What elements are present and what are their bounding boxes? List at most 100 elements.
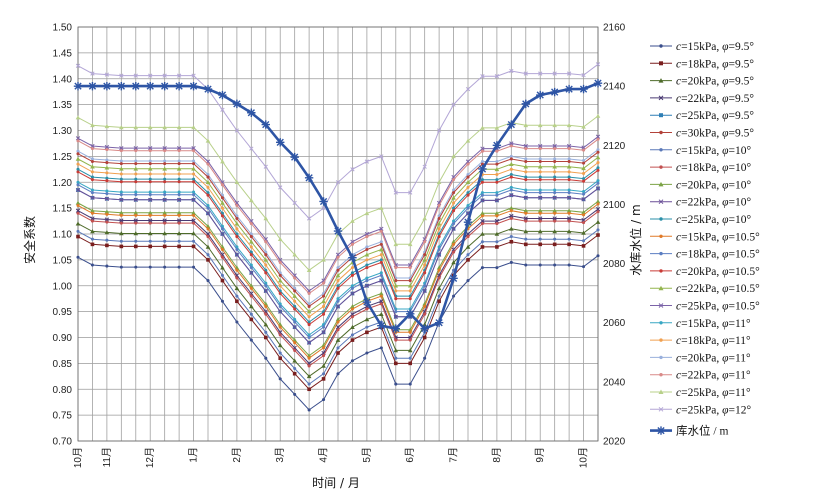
data-point	[422, 288, 427, 294]
data-point	[307, 302, 311, 306]
data-point	[658, 78, 664, 83]
legend-item: c=18kPa, φ=10°	[650, 162, 751, 174]
legend-label: c=22kPa, φ=11°	[676, 370, 751, 382]
data-point	[567, 242, 571, 247]
data-point	[90, 216, 95, 221]
series	[76, 168, 600, 327]
data-point	[658, 406, 664, 412]
data-point	[566, 216, 572, 221]
data-point	[480, 74, 485, 79]
data-point	[134, 162, 138, 166]
data-point	[119, 218, 124, 223]
data-point	[379, 154, 384, 159]
y-left-tick-label: 1.50	[53, 23, 73, 34]
data-point	[659, 44, 663, 48]
legend-label: c=25kPa, φ=10.5°	[676, 301, 760, 313]
data-point	[76, 211, 80, 215]
data-point	[379, 247, 384, 252]
data-point	[264, 253, 268, 257]
data-point	[220, 278, 225, 283]
legend-item: c=25kPa, φ=10°	[650, 214, 751, 226]
data-point	[466, 191, 470, 195]
data-point	[552, 242, 557, 247]
y-right-tick-label: 2080	[603, 259, 626, 270]
data-point	[191, 73, 196, 78]
data-point	[235, 204, 239, 208]
data-point	[364, 317, 370, 322]
data-point	[364, 283, 370, 288]
data-point	[192, 265, 196, 269]
data-point	[523, 216, 528, 221]
data-point	[206, 193, 210, 197]
data-point	[176, 197, 182, 202]
data-point	[379, 346, 383, 350]
x-tick-label: 8月	[491, 447, 503, 463]
data-point	[365, 276, 369, 280]
data-point	[162, 145, 167, 151]
data-point	[350, 284, 354, 288]
data-point	[379, 240, 383, 244]
water-level-point	[174, 81, 184, 91]
legend-label: c=18kPa, φ=11°	[676, 335, 751, 347]
legend-item: c=15kPa, φ=11°	[650, 318, 751, 330]
data-point	[205, 244, 211, 249]
data-point	[524, 178, 528, 182]
data-point	[147, 231, 153, 236]
data-point	[523, 208, 529, 213]
data-point	[495, 149, 499, 153]
data-point	[466, 185, 470, 189]
data-point	[537, 164, 543, 169]
data-point	[191, 125, 196, 130]
data-point	[509, 205, 514, 210]
series	[75, 186, 601, 345]
data-point	[105, 161, 109, 165]
data-point	[76, 152, 80, 156]
data-point	[322, 312, 326, 316]
data-point	[581, 124, 586, 129]
data-point	[659, 130, 663, 135]
data-point	[523, 195, 528, 200]
data-point	[105, 189, 109, 193]
data-point	[524, 147, 528, 151]
data-point	[365, 351, 369, 355]
data-point	[379, 299, 384, 304]
data-point	[191, 197, 196, 202]
y-left-tick-label: 1.30	[53, 126, 73, 137]
data-point	[494, 218, 500, 224]
data-point	[278, 333, 282, 337]
data-point	[538, 170, 542, 174]
data-point	[567, 188, 571, 192]
data-point	[293, 367, 297, 371]
data-point	[595, 113, 601, 118]
water-level-point	[550, 87, 559, 97]
data-point	[336, 284, 340, 288]
data-point	[394, 338, 398, 342]
data-point	[596, 166, 600, 170]
data-point	[76, 149, 80, 153]
data-point	[451, 195, 456, 200]
data-point	[364, 159, 370, 164]
data-point	[524, 157, 528, 161]
data-point	[480, 191, 484, 195]
data-point	[567, 191, 571, 195]
data-point	[307, 387, 311, 392]
data-point	[176, 231, 182, 236]
data-point	[249, 235, 253, 239]
data-point	[148, 244, 153, 249]
data-point	[148, 190, 152, 194]
data-point	[134, 177, 138, 181]
data-point	[567, 170, 571, 174]
y-axis-left-label: 安全系数	[22, 216, 37, 264]
data-point	[220, 227, 224, 231]
plot-area	[73, 62, 603, 412]
data-point	[436, 286, 442, 291]
y-left-tick-label: 1.40	[53, 74, 73, 85]
data-point	[582, 158, 586, 163]
data-point	[133, 197, 138, 202]
data-point	[235, 299, 239, 304]
legend: c=15kPa, φ=9.5° c=18kPa, φ=9.5° c=20kPa, φ…	[650, 41, 760, 438]
data-point	[249, 286, 253, 290]
data-point	[293, 307, 297, 311]
data-point	[177, 221, 181, 225]
legend-label: c=22kPa, φ=10.5°	[676, 283, 760, 295]
